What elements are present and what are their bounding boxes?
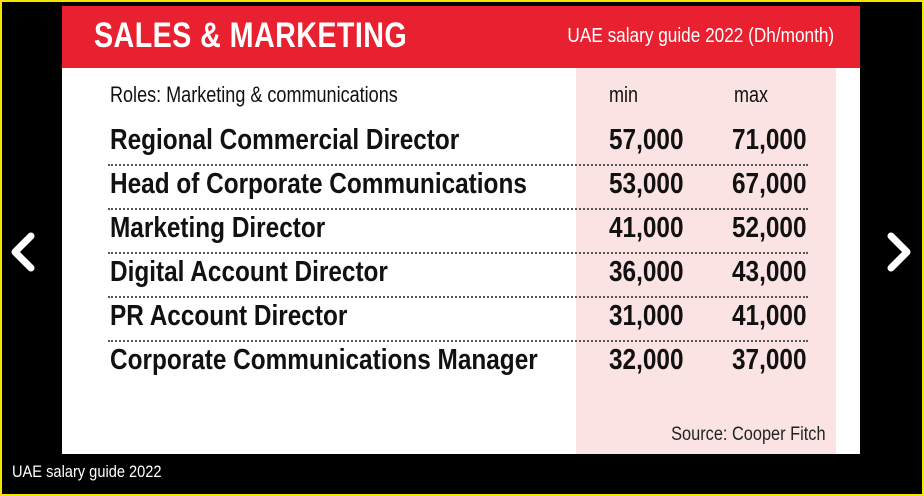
min-salary-cell: 31,000 [609, 300, 684, 332]
min-salary-cell: 36,000 [609, 256, 684, 288]
max-salary-cell: 52,000 [732, 212, 807, 244]
min-salary-cell: 53,000 [609, 168, 684, 200]
max-salary-cell: 67,000 [732, 168, 807, 200]
min-salary-cell: 57,000 [609, 124, 684, 156]
chevron-right-icon [887, 232, 911, 272]
next-slide-button[interactable] [876, 230, 920, 274]
chevron-left-icon [11, 232, 35, 272]
role-cell: Digital Account Director [110, 256, 388, 288]
min-salary-cell: 41,000 [609, 212, 684, 244]
min-column-header: min [609, 82, 639, 107]
role-cell: PR Account Director [110, 300, 348, 332]
max-salary-cell: 37,000 [732, 344, 807, 376]
max-salary-cell: 71,000 [732, 124, 807, 156]
table-header-band: SALES & MARKETING UAE salary guide 2022 … [62, 6, 860, 68]
role-cell: Head of Corporate Communications [110, 168, 527, 200]
table-row: Corporate Communications Manager 32,000 … [108, 340, 808, 384]
source-credit: Source: Cooper Fitch [671, 424, 826, 445]
table-subtitle: UAE salary guide 2022 (Dh/month) [567, 25, 834, 47]
table-row: Marketing Director 41,000 52,000 [108, 208, 808, 254]
max-salary-cell: 41,000 [732, 300, 807, 332]
table-title: SALES & MARKETING [94, 16, 408, 55]
role-cell: Regional Commercial Director [110, 124, 460, 156]
previous-slide-button[interactable] [2, 230, 46, 274]
salary-columns-shading [576, 68, 836, 454]
table-row: Head of Corporate Communications 53,000 … [108, 164, 808, 210]
role-cell: Marketing Director [110, 212, 326, 244]
role-cell: Corporate Communications Manager [110, 344, 538, 376]
image-caption: UAE salary guide 2022 [12, 462, 162, 481]
max-salary-cell: 43,000 [732, 256, 807, 288]
salary-table-image: SALES & MARKETING UAE salary guide 2022 … [62, 6, 860, 454]
table-row: Digital Account Director 36,000 43,000 [108, 252, 808, 298]
table-row: PR Account Director 31,000 41,000 [108, 296, 808, 342]
min-salary-cell: 32,000 [609, 344, 684, 376]
table-row: Regional Commercial Director 57,000 71,0… [108, 120, 808, 166]
roles-column-header: Roles: Marketing & communications [110, 82, 398, 107]
max-column-header: max [734, 82, 769, 107]
